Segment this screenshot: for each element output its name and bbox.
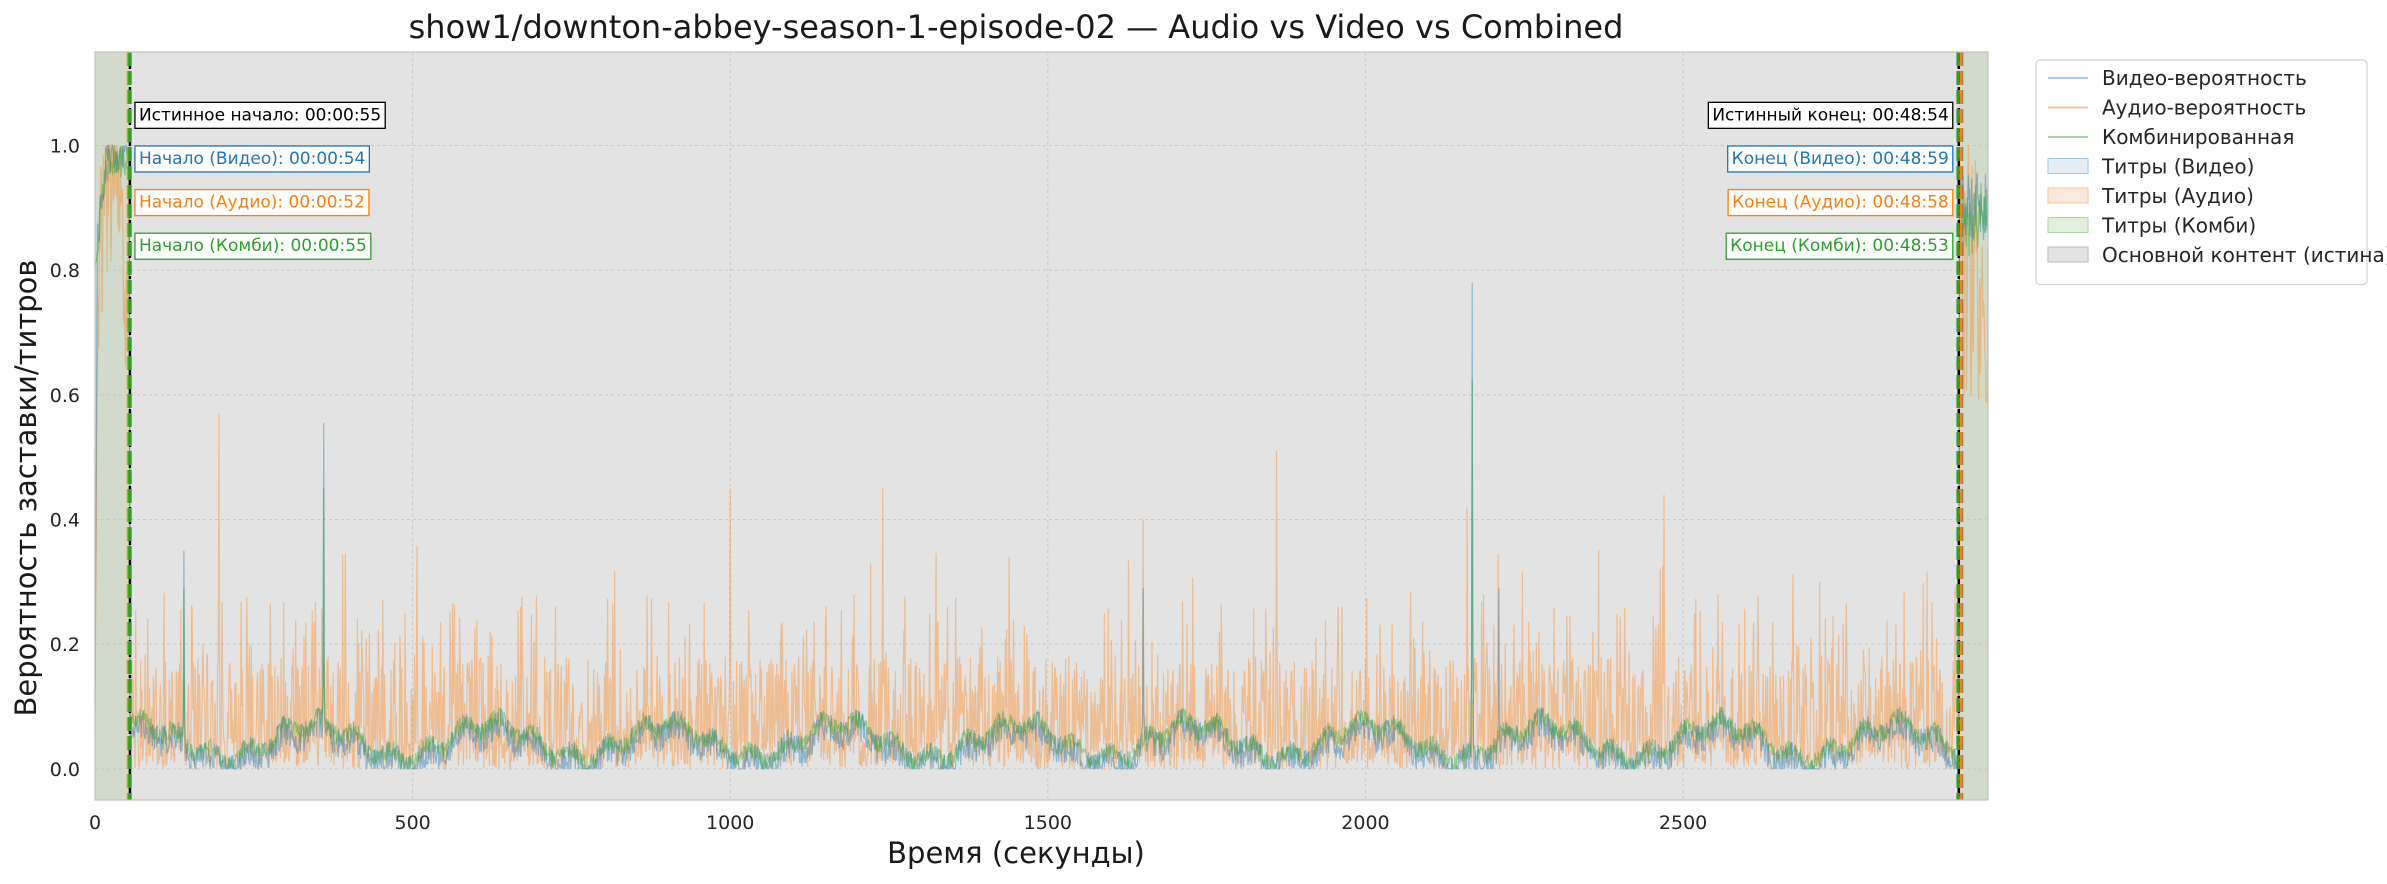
end-annotation-text: Конец (Аудио): 00:48:58	[1732, 193, 1949, 213]
legend-swatch-patch	[2047, 187, 2089, 204]
plot-frame	[94, 51, 1989, 801]
x-tick-label: 1000	[706, 812, 754, 834]
legend-swatch-patch	[2047, 246, 2089, 263]
end-annotation-text: Истинный конец: 00:48:54	[1712, 105, 1948, 125]
start-annotation-2: Начало (Аудио): 00:00:52	[134, 188, 370, 217]
legend-label: Видео-вероятность	[2102, 66, 2307, 90]
x-tick-label: 2000	[1341, 812, 1389, 834]
start-annotation-box	[134, 232, 372, 260]
start-annotation-text: Начало (Комби): 00:00:55	[139, 236, 367, 256]
end-annotation-box	[1725, 232, 1954, 260]
start-annotation-text: Начало (Видео): 00:00:54	[139, 149, 365, 169]
series-combined-probability	[94, 146, 1989, 770]
legend-swatch-patch	[2047, 217, 2089, 233]
legend-item-video_credits: Титры (Видео)	[2047, 155, 2254, 179]
end-annotation-3: Конец (Комби): 00:48:53	[1725, 232, 1954, 260]
series-video-probability	[94, 143, 1989, 772]
legend-label: Основной контент (истина)	[2102, 243, 2387, 267]
grid-lines	[95, 52, 1988, 800]
end-annotation-box	[1707, 101, 1954, 129]
legend-label: Комбинированная	[2102, 125, 2294, 149]
start-annotation-1: Начало (Видео): 00:00:54	[134, 145, 370, 173]
video-probability-line	[94, 143, 1989, 772]
legend-item-audio_line: Аудио-вероятность	[2048, 96, 2306, 120]
end-annotation-box	[1727, 145, 1954, 173]
x-tick-label: 2500	[1659, 812, 1707, 834]
end-annotation-0: Истинный конец: 00:48:54	[1707, 101, 1954, 129]
start-annotation-3: Начало (Комби): 00:00:55	[134, 232, 372, 260]
legend-item-video_line: Видео-вероятность	[2048, 66, 2307, 90]
boundary-lines	[126, 52, 1964, 800]
combined-probability-line	[94, 146, 1989, 770]
start-annotation-box	[134, 188, 370, 217]
y-axis-ticks: 0.0 0.2 0.4 0.6 0.8 1.0	[50, 136, 80, 781]
start-annotation-0: Истинное начало: 00:00:55	[134, 101, 386, 129]
legend: Видео-вероятность Аудио-вероятность Комбин…	[2035, 59, 2387, 286]
legend-swatch-patch	[2047, 158, 2089, 174]
audio-probability-line	[94, 144, 1989, 771]
boundary-annotations: Истинное начало: 00:00:55 Начало (Видео):…	[134, 101, 1954, 260]
chart-title: show1/downton-abbey-season-1-episode-02 …	[409, 8, 1624, 46]
y-tick-label: 0.0	[50, 759, 80, 781]
start-annotation-box	[134, 101, 386, 129]
credits-regions	[95, 52, 1988, 800]
end-annotation-box	[1727, 188, 1954, 217]
legend-label: Титры (Комби)	[2101, 214, 2256, 238]
legend-item-main_content: Основной контент (истина)	[2047, 243, 2387, 267]
series-audio-probability	[94, 144, 1989, 771]
plot-background	[95, 52, 1988, 800]
y-tick-label: 0.4	[50, 510, 80, 532]
start-annotation-text: Истинное начало: 00:00:55	[139, 105, 381, 125]
legend-item-audio_credits: Титры (Аудио)	[2047, 184, 2254, 208]
x-axis-ticks: 0 500 1000 1500 2000 2500	[89, 812, 1707, 834]
credits-region-start	[95, 52, 130, 800]
y-tick-label: 1.0	[50, 136, 80, 158]
end-annotation-2: Конец (Аудио): 00:48:58	[1727, 188, 1954, 217]
plot-area: Истинное начало: 00:00:55 Начало (Видео):…	[94, 51, 1989, 801]
x-tick-label: 0	[89, 812, 101, 834]
credits-region-end	[1958, 52, 1988, 800]
x-tick-label: 1500	[1024, 812, 1072, 834]
y-tick-label: 0.2	[50, 634, 80, 656]
x-tick-label: 500	[394, 812, 430, 834]
legend-frame	[2035, 59, 2368, 286]
end-annotation-text: Конец (Видео): 00:48:59	[1732, 149, 1949, 169]
y-tick-label: 0.6	[50, 385, 80, 407]
legend-item-combined_line: Комбинированная	[2048, 125, 2294, 149]
y-tick-label: 0.8	[50, 260, 80, 282]
y-axis-label: Вероятность заставки/титров	[9, 260, 43, 717]
legend-item-combined_credits: Титры (Комби)	[2047, 214, 2256, 238]
legend-label: Титры (Аудио)	[2101, 184, 2254, 208]
end-annotation-text: Конец (Комби): 00:48:53	[1730, 236, 1949, 256]
start-annotation-text: Начало (Аудио): 00:00:52	[139, 193, 365, 213]
legend-label: Титры (Видео)	[2101, 155, 2254, 179]
x-axis-label: Время (секунды)	[887, 836, 1145, 870]
end-annotation-1: Конец (Видео): 00:48:59	[1727, 145, 1954, 173]
legend-label: Аудио-вероятность	[2102, 96, 2306, 120]
start-annotation-box	[134, 145, 370, 173]
